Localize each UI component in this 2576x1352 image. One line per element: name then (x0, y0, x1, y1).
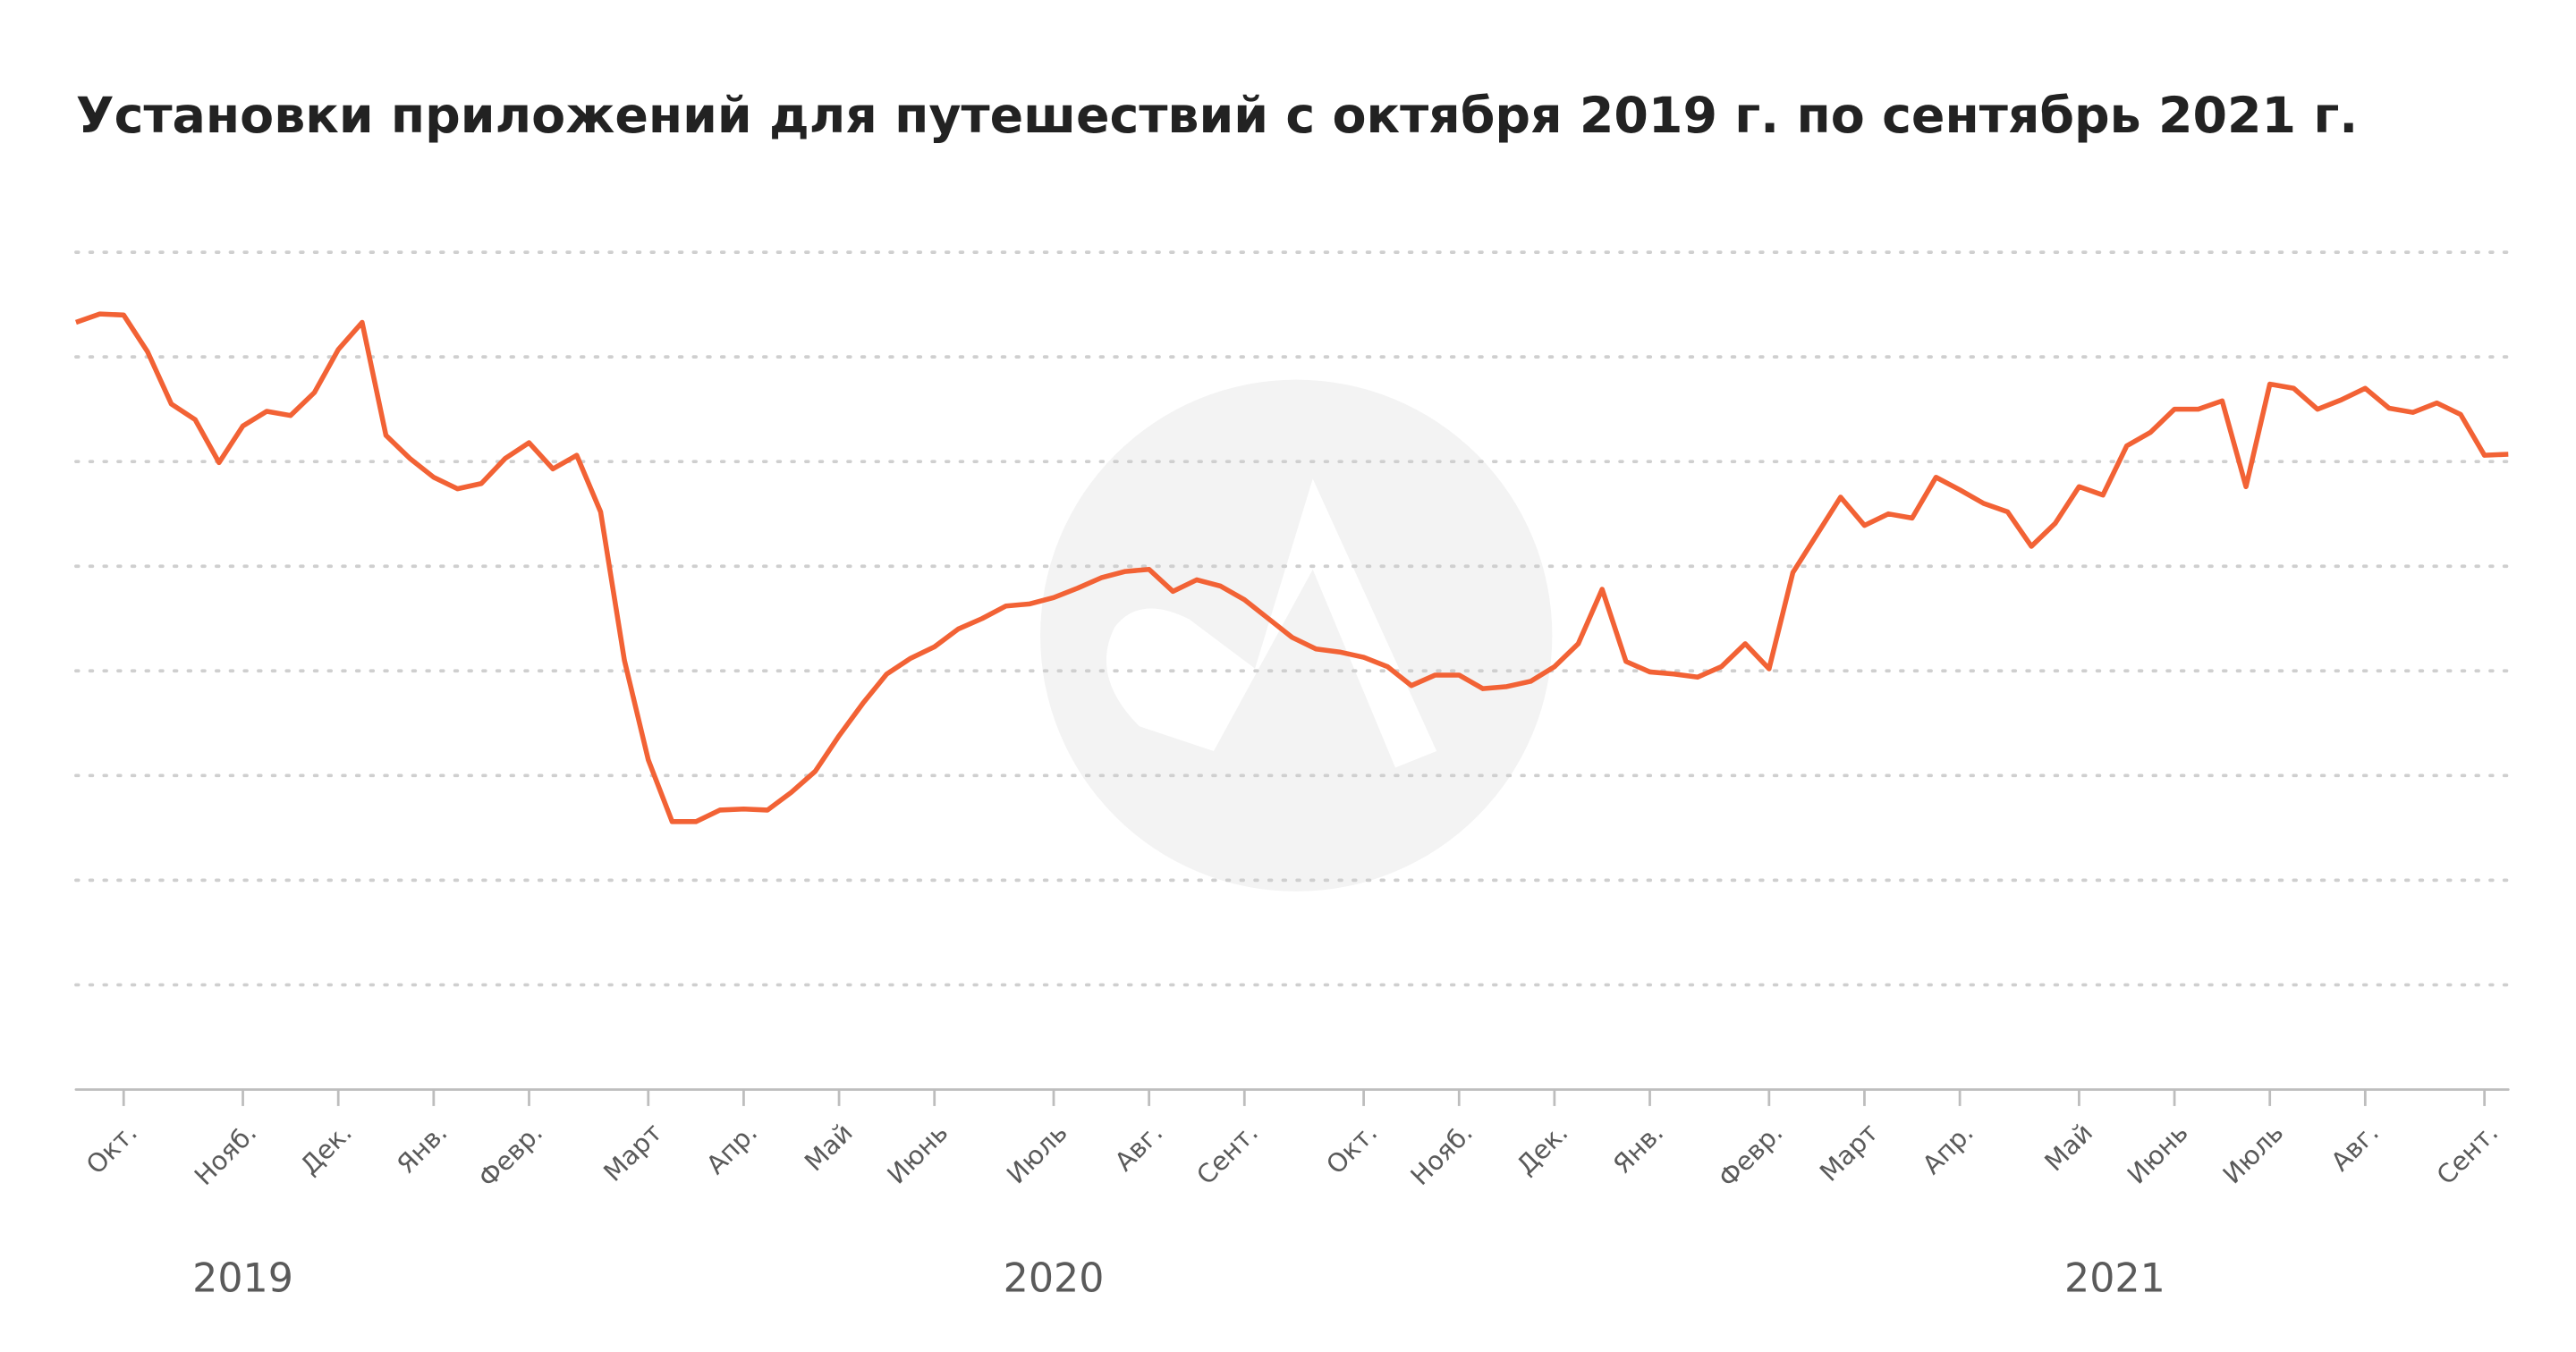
x-tick-label: Февр. (1712, 1117, 1788, 1193)
x-tick-label: Июль (1001, 1117, 1073, 1189)
x-tick-label: Янв. (1607, 1117, 1670, 1179)
x-tick-label: Окт. (1320, 1117, 1383, 1179)
x-tick-label: Нояб. (189, 1117, 263, 1191)
x-tick-label: Июль (2216, 1117, 2289, 1189)
x-tick-label: Февр. (472, 1117, 548, 1193)
watermark (1040, 379, 1553, 891)
x-tick-label: Янв. (391, 1117, 453, 1179)
x-tick-label: Авг. (2325, 1117, 2385, 1177)
watermark-circle (1040, 379, 1553, 891)
x-tick-label: Март (597, 1117, 668, 1187)
x-tick-label: Авг. (1108, 1117, 1168, 1177)
x-tick-label: Май (799, 1117, 859, 1177)
year-label: 2021 (2064, 1256, 2165, 1302)
x-tick-label: Сент. (1191, 1117, 1264, 1190)
x-tick-label: Сент. (2430, 1117, 2504, 1190)
x-tick-label: Апр. (1916, 1117, 1979, 1179)
x-tick-label: Окт. (80, 1117, 143, 1179)
chart-title: Установки приложений для путешествий с о… (76, 88, 2358, 145)
data-line (75, 311, 2509, 824)
x-tick-label: Июнь (881, 1117, 953, 1189)
x-tick-label: Март (1814, 1117, 1885, 1187)
x-tick-label: Июнь (2121, 1117, 2193, 1189)
x-tick-label: Дек. (294, 1117, 358, 1180)
year-label: 2019 (192, 1256, 293, 1302)
x-tick-label: Май (2038, 1117, 2098, 1177)
x-tick-label: Нояб. (1404, 1117, 1479, 1191)
x-tick-label: Апр. (700, 1117, 763, 1179)
year-label: 2020 (1004, 1256, 1105, 1302)
x-tick-label: Дек. (1511, 1117, 1574, 1180)
